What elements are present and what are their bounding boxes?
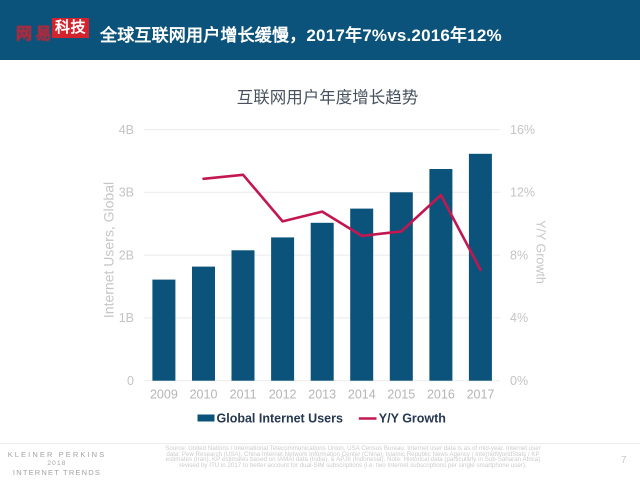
svg-text:Y/Y Growth: Y/Y Growth [534, 220, 548, 284]
svg-text:3B: 3B [119, 186, 134, 200]
svg-text:Global Internet Users: Global Internet Users [217, 412, 343, 426]
svg-text:12%: 12% [510, 186, 535, 200]
svg-text:2010: 2010 [190, 388, 218, 402]
svg-text:2015: 2015 [387, 388, 415, 402]
svg-text:16%: 16% [510, 123, 535, 137]
svg-text:0: 0 [127, 374, 134, 388]
svg-text:2014: 2014 [348, 388, 376, 402]
svg-text:2011: 2011 [230, 388, 257, 402]
svg-text:2B: 2B [119, 248, 134, 262]
svg-text:2009: 2009 [150, 388, 178, 402]
svg-text:2013: 2013 [308, 388, 336, 402]
svg-text:2017: 2017 [467, 388, 495, 402]
svg-text:2012: 2012 [269, 388, 297, 402]
svg-text:2016: 2016 [427, 388, 455, 402]
svg-text:0%: 0% [510, 374, 528, 388]
svg-text:Y/Y Growth: Y/Y Growth [379, 412, 446, 426]
svg-text:互联网用户年度增长趋势: 互联网用户年度增长趋势 [237, 88, 419, 107]
svg-text:4%: 4% [510, 311, 528, 325]
svg-text:1B: 1B [119, 311, 134, 325]
svg-text:8%: 8% [510, 248, 528, 262]
svg-text:Internet Users, Global: Internet Users, Global [101, 182, 117, 318]
svg-text:4B: 4B [119, 123, 134, 137]
